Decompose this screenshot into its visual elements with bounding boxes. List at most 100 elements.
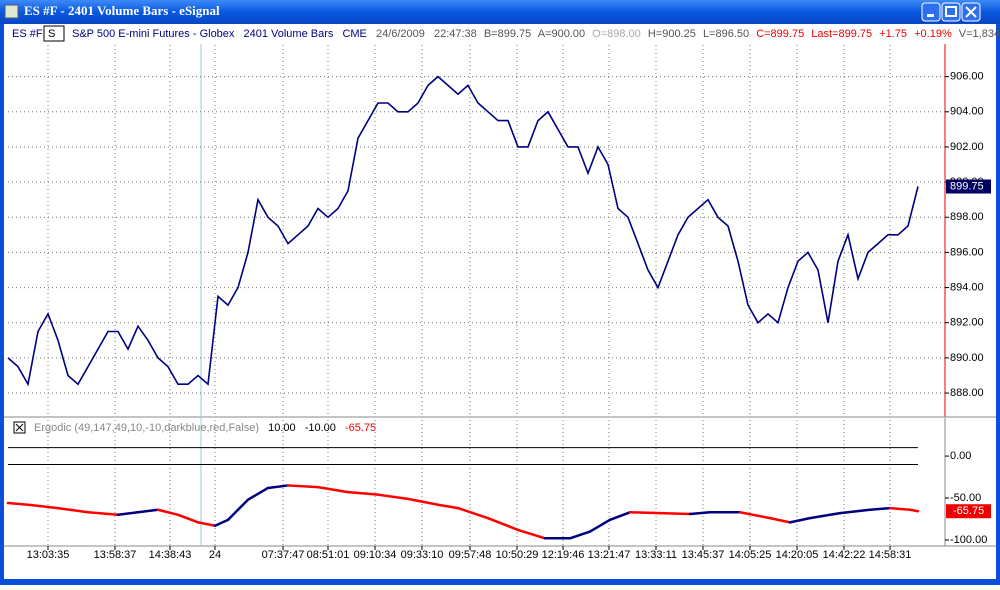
y-tick-label: 894.00 (950, 281, 984, 293)
change: +1.75 (879, 28, 907, 40)
ergodic-segment (246, 486, 270, 501)
ergodic-segment (213, 518, 230, 527)
ergodic-segment (316, 485, 350, 494)
change-percent: +0.19% (914, 28, 952, 40)
x-tick-label: 14:42:22 (823, 549, 866, 561)
close-icon (965, 6, 977, 18)
bid: B=899.75 (484, 28, 531, 40)
ergodic-segment (486, 516, 520, 532)
volume: V=1,834,6 (959, 28, 1000, 40)
last-price-box (946, 179, 991, 194)
x-tick-label: 09:57:48 (449, 549, 492, 561)
x-tick-label: 09:10:34 (354, 549, 397, 561)
x-tick-label: 14:05:25 (729, 549, 772, 561)
ergodic-segment (116, 511, 140, 517)
last-ergodic-box (946, 504, 991, 519)
x-tick-label: 13:45:37 (682, 549, 725, 561)
study-close-icon (15, 423, 24, 432)
ergodic-segment (588, 518, 612, 533)
symbol: ES #F (12, 28, 43, 40)
ergodic-segment (176, 513, 200, 524)
ergodic-segment (6, 501, 30, 506)
y-tick-label: 896.00 (950, 246, 984, 258)
close: C=899.75 (756, 28, 804, 40)
y-tick-label: 902.00 (950, 141, 984, 153)
symbol-button-label: S (48, 28, 55, 40)
ergodic-segment (26, 503, 60, 510)
ergodic-segment (156, 508, 180, 517)
x-tick-label: 08:51:01 (307, 549, 350, 561)
ergodic-segment (56, 506, 90, 514)
y-tick-label: 890.00 (950, 352, 984, 364)
study-title: Ergodic (49,147,49,10,-10,darkblue,red,F… (34, 422, 259, 434)
high: H=900.25 (648, 28, 696, 40)
title-bar (0, 0, 1000, 24)
study-current-value: -65.75 (345, 422, 376, 434)
ergodic-segment (136, 508, 160, 514)
y-tick-label: 892.00 (950, 317, 984, 329)
window-title: ES #F - 2401 Volume Bars - eSignal (24, 3, 220, 18)
y-tick-label: 904.00 (950, 106, 984, 118)
ergodic-segment (456, 506, 490, 520)
x-tick-label: 10:50:29 (496, 549, 539, 561)
interval: 2401 Volume Bars (243, 28, 333, 40)
bottom-border (0, 579, 1000, 585)
ergodic-segment (768, 516, 792, 524)
restore-button[interactable] (941, 2, 961, 22)
ergodic-segment (266, 484, 290, 490)
ergodic-segment (888, 506, 912, 512)
x-tick-label: 14:20:05 (776, 549, 819, 561)
info-bar: ES #F S S&P 500 E-mini Futures - Globex … (12, 28, 1000, 40)
y-tick-label: -100.00 (950, 534, 987, 546)
ergodic-segment (286, 484, 320, 489)
minimize-button[interactable] (921, 2, 941, 22)
ergodic-segment (868, 506, 892, 512)
ergodic-segment (608, 511, 632, 522)
ergodic-segment (376, 493, 410, 501)
x-tick-label: 24 (209, 549, 221, 561)
ref-line-label: 10.00 (268, 422, 296, 434)
ref-line-label: -10.00 (305, 422, 336, 434)
x-tick-label: 09:33:10 (401, 549, 444, 561)
ergodic-segment (406, 497, 440, 506)
x-tick-label: 14:38:43 (149, 549, 192, 561)
study-header: Ergodic (49,147,49,10,-10,darkblue,red,F… (34, 422, 376, 434)
client-area (4, 24, 996, 579)
y-tick-label: 0.00 (950, 450, 971, 462)
minimize-icon (927, 14, 934, 17)
ergodic-segment (738, 511, 772, 520)
description: S&P 500 E-mini Futures - Globex (72, 28, 235, 40)
y-tick-label: -50.00 (950, 492, 981, 504)
window-buttons[interactable] (921, 2, 981, 22)
ergodic-segment (808, 511, 842, 520)
x-tick-label: 13:03:35 (27, 549, 70, 561)
last-ergodic-label: -65.75 (953, 505, 984, 517)
app-icon (4, 4, 19, 19)
exchange: CME (342, 28, 366, 40)
ergodic-segment (516, 528, 547, 540)
ergodic-segment (436, 503, 460, 510)
y-tick-label: 898.00 (950, 211, 984, 223)
x-tick-label: 13:58:37 (94, 549, 137, 561)
x-tick-label: 12:19:46 (542, 549, 585, 561)
ergodic-segment (226, 498, 250, 522)
restore-icon (945, 6, 957, 17)
symbol-button[interactable] (43, 25, 65, 42)
ergodic-segment (788, 516, 812, 524)
last-price-label: 899.75 (950, 180, 984, 192)
ergodic-segment (346, 490, 380, 496)
x-tick-label: 13:33:11 (635, 549, 677, 561)
last: Last=899.75 (811, 28, 872, 40)
ergodic-segment (568, 530, 592, 540)
open: O=898.00 (592, 28, 641, 40)
ergodic-segment (658, 511, 692, 516)
ergodic-segment (908, 508, 920, 513)
time: 22:47:38 (434, 28, 477, 40)
ergodic-segment (196, 521, 217, 527)
ergodic-segment (628, 511, 662, 515)
x-tick-label: 13:21:47 (588, 549, 631, 561)
y-tick-label: 906.00 (950, 71, 984, 83)
ergodic-segment (86, 511, 120, 517)
